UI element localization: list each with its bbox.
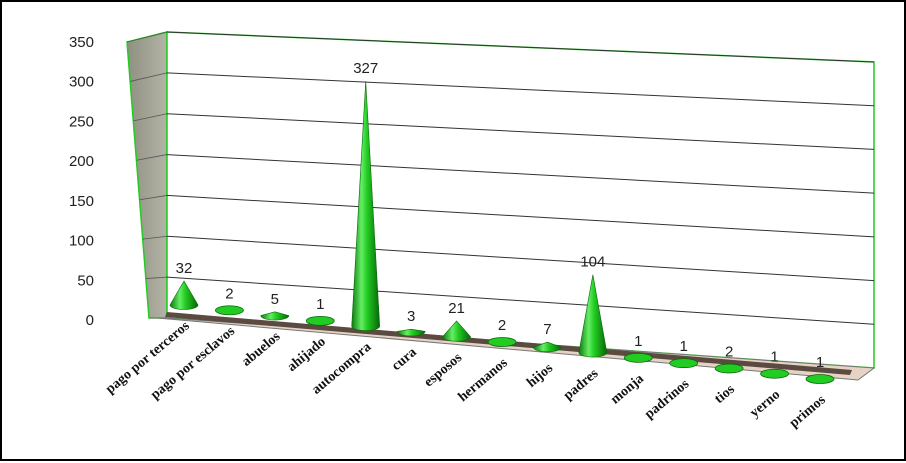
y-tick-label: 0 bbox=[86, 312, 94, 329]
y-tick-label: 250 bbox=[69, 113, 94, 130]
gridlines bbox=[126, 31, 875, 325]
gridline bbox=[166, 276, 875, 325]
gridline bbox=[166, 113, 875, 150]
data-label: 1 bbox=[816, 354, 824, 371]
data-label: 2 bbox=[225, 285, 233, 302]
y-axis-tick-labels: 0 50 100 150 200 250 300 350 bbox=[69, 34, 94, 329]
data-label: 3 bbox=[407, 308, 415, 325]
data-label: 21 bbox=[448, 300, 465, 317]
gridline-wall bbox=[139, 195, 168, 201]
cone-ahijado bbox=[305, 315, 335, 326]
cone-pago-por-esclavos bbox=[215, 305, 244, 316]
data-label: 7 bbox=[543, 321, 551, 338]
x-tick-label: yerno bbox=[747, 387, 783, 420]
data-label: 1 bbox=[634, 333, 642, 350]
cone-series bbox=[169, 81, 835, 384]
cone-autocompra bbox=[351, 81, 381, 331]
left-wall bbox=[126, 31, 168, 319]
gridline-wall bbox=[126, 31, 168, 43]
cone-monja bbox=[623, 352, 653, 363]
y-tick-label: 350 bbox=[69, 34, 94, 51]
data-label: 2 bbox=[498, 317, 506, 334]
gridline bbox=[166, 235, 875, 282]
data-label: 104 bbox=[580, 254, 605, 271]
cone-esposos bbox=[442, 320, 471, 342]
gridline bbox=[166, 72, 875, 107]
gridline-wall bbox=[136, 154, 168, 161]
data-label: 1 bbox=[680, 338, 688, 355]
y-tick-label: 50 bbox=[77, 272, 94, 289]
x-tick-label: padres bbox=[561, 366, 602, 404]
x-tick-label: abuelos bbox=[239, 329, 284, 370]
gridline-wall bbox=[142, 235, 168, 240]
data-label: 327 bbox=[353, 60, 378, 77]
gridline bbox=[166, 31, 875, 63]
cone-hijos bbox=[533, 341, 562, 353]
y-tick-label: 100 bbox=[69, 233, 94, 250]
y-tick-label: 300 bbox=[69, 74, 94, 91]
data-label: 2 bbox=[725, 343, 733, 360]
gridline bbox=[166, 194, 875, 238]
x-tick-label: ahijado bbox=[285, 334, 329, 374]
cone-primos bbox=[805, 374, 835, 384]
x-tick-label: padrinos bbox=[642, 376, 693, 422]
cone-padres bbox=[578, 274, 608, 358]
x-tick-label: monja bbox=[608, 371, 647, 407]
x-tick-label: hijos bbox=[524, 361, 556, 391]
gridline-wall bbox=[145, 276, 168, 279]
cone-yerno bbox=[760, 368, 789, 379]
x-tick-label: pago por terceros bbox=[103, 318, 193, 397]
cone-hermanos bbox=[487, 337, 517, 347]
data-label: 1 bbox=[770, 349, 778, 366]
x-tick-label: esposos bbox=[422, 350, 466, 390]
gridline-wall bbox=[130, 72, 168, 82]
cone-abuelos bbox=[260, 311, 290, 321]
y-tick-label: 150 bbox=[69, 193, 94, 210]
x-tick-label: primos bbox=[787, 392, 829, 431]
x-tick-label: cura bbox=[389, 345, 419, 374]
data-label: 5 bbox=[271, 291, 279, 308]
cone-pago-por-terceros bbox=[169, 280, 199, 310]
y-tick-label: 200 bbox=[69, 153, 94, 170]
gridline-wall bbox=[133, 113, 168, 122]
cone-tios bbox=[714, 363, 744, 374]
data-label: 1 bbox=[316, 296, 324, 313]
cone-padrinos bbox=[669, 358, 699, 369]
x-tick-label: tios bbox=[712, 382, 738, 407]
cone-cura bbox=[396, 328, 426, 337]
data-label: 32 bbox=[176, 260, 193, 277]
gridline bbox=[166, 154, 875, 194]
